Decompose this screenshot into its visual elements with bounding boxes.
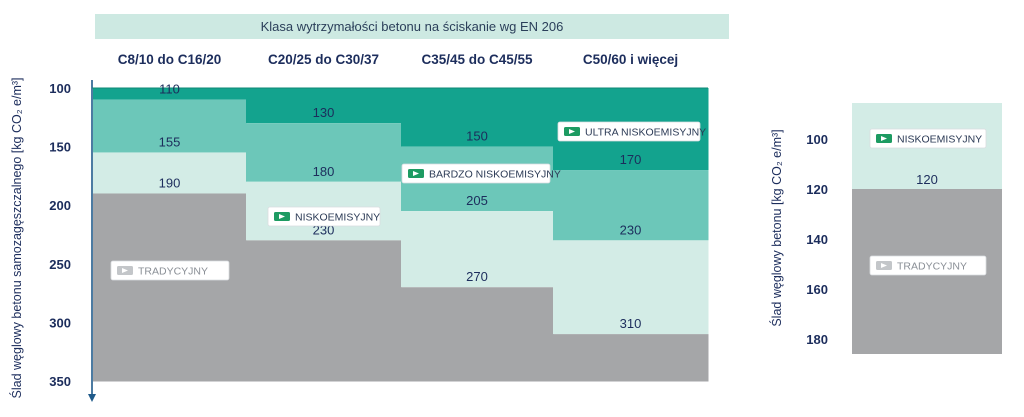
eco-concrete-arrow-icon bbox=[564, 127, 580, 136]
band-bardzo bbox=[93, 99, 247, 153]
y-tick-label: 160 bbox=[806, 282, 828, 297]
icon-arrow bbox=[881, 263, 887, 268]
band-ultra bbox=[93, 88, 247, 100]
band-nisko bbox=[93, 152, 247, 194]
y-tick-label: 200 bbox=[49, 198, 71, 213]
data-label: 150 bbox=[466, 129, 488, 144]
icon-arrow bbox=[569, 129, 575, 134]
eco-concrete-arrow-icon bbox=[876, 134, 892, 143]
category-label: C35/45 do C45/55 bbox=[421, 52, 533, 67]
icon-arrow bbox=[122, 268, 128, 273]
badge-box bbox=[557, 121, 701, 142]
data-label: 120 bbox=[916, 172, 938, 187]
legend-badge-tradycyjny-right: TRADYCYJNY bbox=[869, 255, 987, 276]
legend-badge-nisko: NISKOEMISYJNY bbox=[267, 206, 381, 227]
data-label: 270 bbox=[466, 269, 488, 284]
eco-concrete-arrow-icon bbox=[408, 169, 424, 178]
badge-box bbox=[869, 255, 987, 276]
badge-label: BARDZO NISKOEMISYJNY bbox=[429, 169, 561, 181]
y-tick-label: 300 bbox=[49, 315, 71, 330]
badge-box bbox=[267, 206, 381, 227]
band-nisko bbox=[401, 211, 554, 288]
eco-concrete-arrow-icon bbox=[876, 261, 892, 270]
data-label: 130 bbox=[313, 105, 335, 120]
band-tradycyjny bbox=[553, 334, 709, 382]
chart-header: Klasa wytrzymałości betonu na ściskanie … bbox=[261, 19, 564, 34]
band-tradycyjny bbox=[93, 193, 247, 382]
badge-label: NISKOEMISYJNY bbox=[897, 134, 982, 146]
band-nisko bbox=[553, 240, 709, 335]
data-label: 170 bbox=[620, 152, 642, 167]
y-tick-label: 150 bbox=[49, 140, 71, 155]
y-tick-label: 350 bbox=[49, 374, 71, 389]
y-tick-label: 100 bbox=[806, 132, 828, 147]
badge-box bbox=[869, 128, 987, 149]
band-ultra bbox=[401, 88, 554, 147]
data-label: 155 bbox=[159, 134, 181, 149]
y-tick-label: 250 bbox=[49, 257, 71, 272]
badge-label: TRADYCYJNY bbox=[138, 266, 208, 278]
eco-concrete-arrow-icon bbox=[274, 212, 290, 221]
data-label: 190 bbox=[159, 175, 181, 190]
y-tick-label: 140 bbox=[806, 232, 828, 247]
band-tradycyjny bbox=[401, 287, 554, 382]
legend-badge-bardzo: BARDZO NISKOEMISYJNY bbox=[401, 163, 561, 184]
category-label: C50/60 i więcej bbox=[583, 52, 678, 67]
legend-badge-ultra: ULTRA NISKOEMISYJNY bbox=[557, 121, 706, 142]
data-label: 180 bbox=[313, 164, 335, 179]
band-tradycyjny bbox=[246, 240, 402, 382]
band-bardzo bbox=[553, 170, 709, 241]
icon-arrow bbox=[881, 136, 887, 141]
legend-badge-nisko-right: NISKOEMISYJNY bbox=[869, 128, 987, 149]
data-label: 310 bbox=[620, 316, 642, 331]
data-label: 110 bbox=[159, 82, 180, 97]
icon-arrow bbox=[413, 171, 419, 176]
y-tick-label: 120 bbox=[806, 182, 828, 197]
y-axis-arrow bbox=[88, 394, 96, 402]
badge-label: NISKOEMISYJNY bbox=[295, 212, 380, 224]
category-label: C20/25 do C30/37 bbox=[268, 52, 379, 67]
category-label: C8/10 do C16/20 bbox=[118, 52, 222, 67]
y-tick-label: 100 bbox=[49, 81, 71, 96]
icon-arrow bbox=[279, 214, 285, 219]
y-axis-title: Ślad węglowy betonu samozagęszczalnego [… bbox=[9, 78, 24, 399]
data-label: 205 bbox=[466, 193, 488, 208]
legend-badge-tradycyjny: TRADYCYJNY bbox=[110, 260, 230, 281]
band-ultra bbox=[246, 88, 402, 124]
band-bardzo bbox=[246, 123, 402, 182]
badge-label: ULTRA NISKOEMISYJNY bbox=[585, 127, 706, 139]
data-label: 230 bbox=[620, 222, 642, 237]
header-band bbox=[95, 14, 729, 39]
eco-concrete-arrow-icon bbox=[117, 266, 133, 275]
badge-box bbox=[110, 260, 230, 281]
badge-box bbox=[401, 163, 551, 184]
y-tick-label: 180 bbox=[806, 332, 828, 347]
y-axis-title: Ślad węglowy betonu [kg CO₂ e/m³] bbox=[769, 129, 784, 326]
badge-label: TRADYCYJNY bbox=[897, 261, 967, 273]
